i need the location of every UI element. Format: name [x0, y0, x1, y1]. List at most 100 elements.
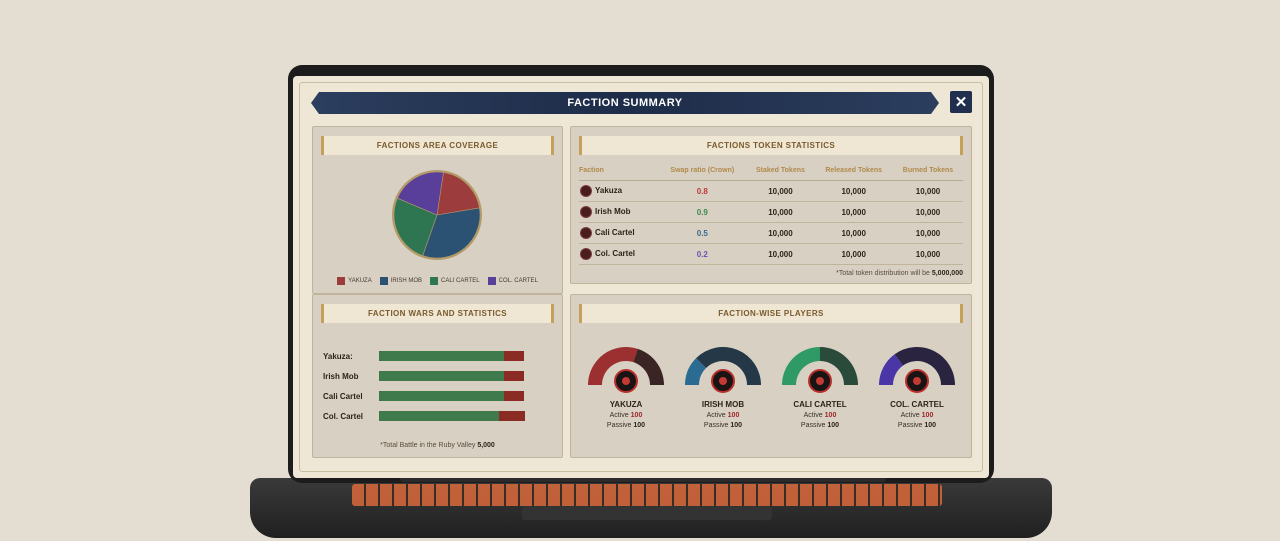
- table-row: Col. Cartel 0.2 10,000 10,000 10,000: [579, 243, 963, 265]
- coverage-legend: YAKUZA IRISH MOB CALI CARTEL COL. CARTEL: [313, 277, 562, 285]
- player-card: CALI CARTEL Active 100 Passive 100: [779, 343, 861, 429]
- player-gauge: [879, 347, 955, 393]
- token-stats-panel: FACTIONS TOKEN STATISTICS Faction Swap r…: [570, 126, 972, 284]
- war-row: Col. Cartel: [323, 411, 543, 423]
- staked-tokens: 10,000: [746, 222, 815, 244]
- player-gauge: [588, 347, 664, 393]
- gauge-active-arc: [685, 358, 707, 385]
- war-faction-label: Yakuza:: [323, 352, 353, 361]
- col-staked: Staked Tokens: [746, 167, 815, 181]
- area-coverage-panel: FACTIONS AREA COVERAGE YAKUZA IRISH MOB …: [312, 126, 563, 294]
- active-players: Active 100: [706, 412, 740, 419]
- table-row: Cali Cartel 0.5 10,000 10,000 10,000: [579, 222, 963, 244]
- faction-players-title: FACTION-WISE PLAYERS: [579, 304, 963, 323]
- page-title: FACTION SUMMARY: [311, 92, 939, 114]
- swap-ratio: 0.9: [658, 201, 747, 223]
- gauge-passive-arc: [820, 347, 858, 385]
- war-bar-wins: [379, 351, 505, 361]
- player-card: YAKUZA Active 100 Passive 100: [585, 343, 667, 429]
- token-stats-title: FACTIONS TOKEN STATISTICS: [579, 136, 963, 155]
- gauge-passive-arc: [696, 347, 761, 385]
- gauge-active-arc: [782, 347, 820, 385]
- player-gauge: [685, 347, 761, 393]
- war-row: Irish Mob: [323, 371, 543, 383]
- legend-item-yakuza: YAKUZA: [337, 277, 372, 285]
- emblem-core: [816, 377, 824, 385]
- war-bar-wins: [379, 371, 505, 381]
- faction-players-panel: FACTION-WISE PLAYERS YAKUZA Active 100 Pas…: [570, 294, 972, 458]
- player-faction-name: IRISH MOB: [701, 400, 745, 409]
- area-coverage-title: FACTIONS AREA COVERAGE: [321, 136, 554, 155]
- war-row: Cali Cartel: [323, 391, 543, 403]
- war-bar-wins: [379, 411, 499, 421]
- faction-emblem-icon: [580, 185, 592, 197]
- passive-players: Passive 100: [897, 422, 937, 429]
- released-tokens: 10,000: [814, 222, 893, 244]
- player-faction-name: YAKUZA: [609, 400, 643, 409]
- player-card: COL. CARTEL Active 100 Passive 100: [876, 343, 958, 429]
- battle-total-note: *Total Battle in the Ruby Valley 5,000: [380, 442, 495, 449]
- active-players: Active 100: [900, 412, 934, 419]
- table-row: Irish Mob 0.9 10,000 10,000 10,000: [579, 201, 963, 223]
- war-bar: [379, 391, 529, 401]
- legend-item-col-cartel: COL. CARTEL: [487, 277, 538, 285]
- table-header-row: Faction Swap ratio (Crown) Staked Tokens…: [579, 167, 963, 181]
- close-icon: ✕: [954, 94, 968, 111]
- active-players: Active 100: [803, 412, 837, 419]
- war-faction-label: Irish Mob: [323, 372, 359, 381]
- faction-emblem-icon: [580, 206, 592, 218]
- faction-name: Cali Cartel: [595, 228, 635, 238]
- laptop-keyboard: [352, 484, 942, 506]
- legend-item-irish-mob: IRISH MOB: [379, 277, 422, 285]
- passive-players: Passive 100: [606, 422, 646, 429]
- war-bar-losses: [504, 391, 525, 401]
- war-bar-wins: [379, 391, 505, 401]
- player-faction-name: COL. CARTEL: [890, 400, 944, 409]
- war-faction-label: Cali Cartel: [323, 392, 363, 401]
- active-players: Active 100: [609, 412, 643, 419]
- gauge-active-arc: [588, 347, 638, 385]
- faction-name: Yakuza: [595, 186, 623, 196]
- pie-slice-irish-mob: [422, 207, 481, 259]
- pie-slice-cali-cartel: [393, 197, 438, 256]
- col-faction: Faction: [579, 167, 659, 181]
- player-faction-name: CALI CARTEL: [793, 400, 847, 409]
- burned-tokens: 10,000: [892, 243, 963, 265]
- faction-wars-panel: FACTION WARS AND STATISTICS Yakuza: Irish…: [312, 294, 563, 458]
- burned-tokens: 10,000: [892, 180, 963, 202]
- swap-ratio: 0.5: [658, 222, 747, 244]
- col-swap-ratio: Swap ratio (Crown): [658, 167, 747, 181]
- pie-slice-col-cartel: [397, 171, 444, 216]
- laptop-touchpad: [522, 506, 772, 520]
- war-bar-losses: [504, 371, 525, 381]
- released-tokens: 10,000: [814, 180, 893, 202]
- faction-name: Irish Mob: [595, 207, 631, 217]
- faction-wars-title: FACTION WARS AND STATISTICS: [321, 304, 554, 323]
- war-bar: [379, 371, 529, 381]
- war-bar: [379, 351, 529, 361]
- coverage-pie-chart: [392, 170, 482, 260]
- war-bar-losses: [498, 411, 525, 421]
- close-button[interactable]: ✕: [950, 91, 972, 113]
- table-row: Yakuza 0.8 10,000 10,000 10,000: [579, 180, 963, 202]
- staked-tokens: 10,000: [746, 201, 815, 223]
- swap-ratio: 0.8: [658, 180, 747, 202]
- col-burned: Burned Tokens: [892, 167, 963, 181]
- pie-slice-yakuza: [436, 172, 480, 216]
- war-bar-losses: [504, 351, 525, 361]
- gauge-active-arc: [879, 354, 903, 385]
- screen: FACTION SUMMARY ✕ FACTIONS AREA COVERAGE…: [293, 76, 989, 478]
- faction-name: Col. Cartel: [595, 249, 636, 259]
- faction-emblem-icon: [580, 248, 592, 260]
- staked-tokens: 10,000: [746, 180, 815, 202]
- passive-players: Passive 100: [800, 422, 840, 429]
- released-tokens: 10,000: [814, 243, 893, 265]
- player-card: IRISH MOB Active 100 Passive 100: [682, 343, 764, 429]
- emblem-core: [913, 377, 921, 385]
- staked-tokens: 10,000: [746, 243, 815, 265]
- legend-item-cali-cartel: CALI CARTEL: [430, 277, 480, 285]
- screen-border: [299, 82, 983, 472]
- player-gauge: [782, 347, 858, 393]
- emblem-core: [622, 377, 630, 385]
- gauge-passive-arc: [894, 347, 955, 385]
